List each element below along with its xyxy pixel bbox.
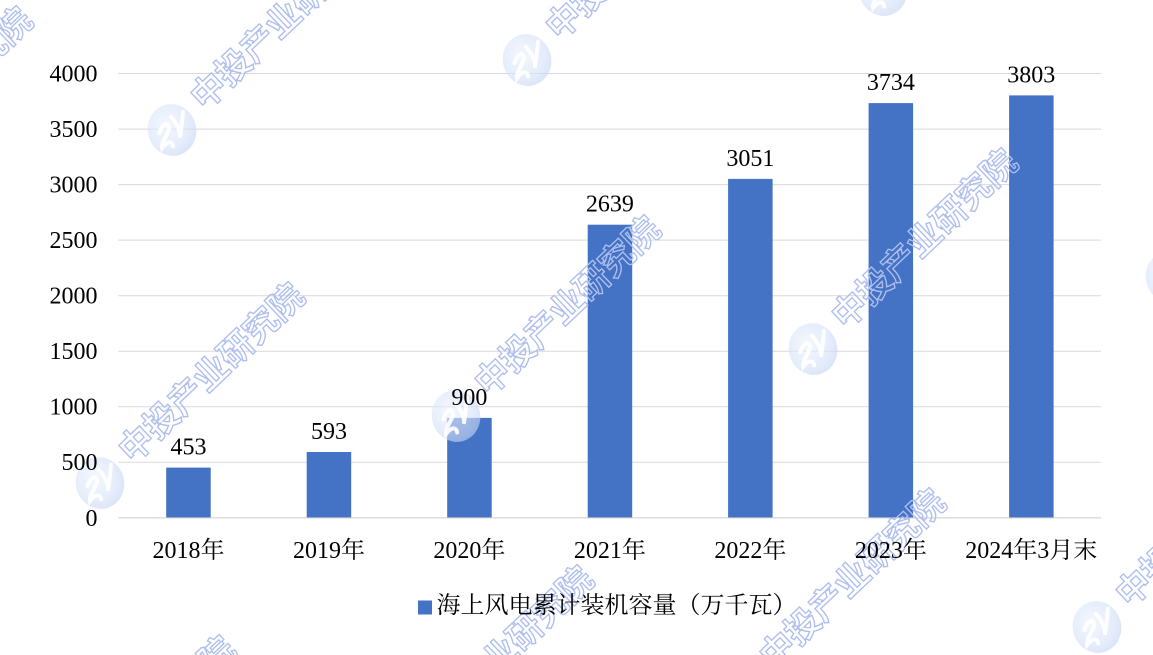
svg-text:453: 453 [171, 435, 207, 461]
svg-text:1000: 1000 [50, 395, 98, 421]
svg-text:2018: 2018 [153, 538, 201, 564]
svg-text:3000: 3000 [50, 173, 98, 199]
svg-text:900: 900 [451, 385, 487, 411]
svg-text:3500: 3500 [50, 117, 98, 143]
svg-text:2000: 2000 [50, 284, 98, 310]
svg-text:1500: 1500 [50, 339, 98, 365]
svg-text:2020: 2020 [433, 538, 481, 564]
svg-text:2024: 2024 [965, 538, 1013, 564]
svg-text:3051: 3051 [726, 146, 774, 172]
svg-text:0: 0 [86, 506, 98, 532]
svg-text:4000: 4000 [50, 61, 98, 87]
svg-text:2023: 2023 [855, 538, 903, 564]
svg-text:2639: 2639 [586, 192, 634, 218]
svg-text:3: 3 [1037, 538, 1049, 564]
svg-text:593: 593 [311, 419, 347, 445]
svg-text:2500: 2500 [50, 228, 98, 254]
svg-text:500: 500 [62, 450, 98, 476]
svg-text:2021: 2021 [574, 538, 622, 564]
svg-text:3734: 3734 [867, 70, 915, 96]
svg-text:3803: 3803 [1007, 62, 1055, 88]
svg-text:2019: 2019 [293, 538, 341, 564]
svg-text:2022: 2022 [714, 538, 762, 564]
